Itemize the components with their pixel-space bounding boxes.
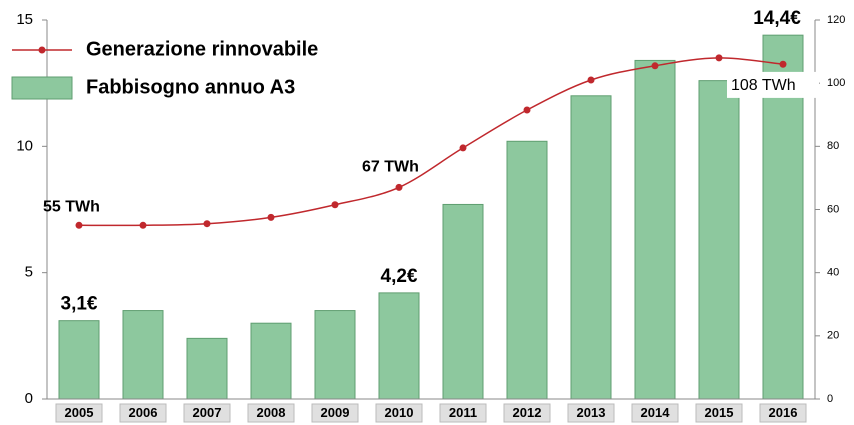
category-box [759, 403, 807, 423]
line-value-label: 108 TWh [731, 77, 796, 94]
x-tick-label: 2007 [193, 405, 222, 420]
category-box [567, 403, 615, 423]
category-box [119, 403, 167, 423]
line [78, 57, 784, 227]
line-point [395, 183, 403, 191]
y-tick-label: 0 [25, 390, 33, 407]
y2-tick-label: 20 [827, 330, 839, 342]
line-point [75, 221, 83, 229]
y2-tick-label: 80 [827, 140, 839, 152]
category-box [631, 403, 679, 423]
bar [250, 322, 292, 400]
x-tick-label: 2015 [705, 405, 734, 420]
category-box [311, 403, 359, 423]
x-tick-label: 2016 [769, 405, 798, 420]
line-point [651, 62, 659, 70]
bar-value-label: 4,2€ [381, 266, 418, 287]
bar-value-label: 14,4€ [753, 8, 801, 29]
x-tick-label: 2013 [577, 405, 606, 420]
legend-swatch [11, 76, 73, 100]
x-tick-label: 2014 [641, 405, 671, 420]
line-point [267, 213, 275, 221]
category-box [503, 403, 551, 423]
line-point [139, 221, 147, 229]
y2-tick-label: 0 [827, 393, 833, 405]
bar [122, 310, 164, 400]
y2-tick-label: 100 [827, 77, 845, 89]
bar [58, 320, 100, 400]
line-point [715, 54, 723, 62]
line-value-label: 55 TWh [43, 199, 100, 216]
bar [570, 95, 612, 400]
category-box [55, 403, 103, 423]
category-box [695, 403, 743, 423]
x-tick-label: 2010 [385, 405, 414, 420]
bar [506, 140, 548, 400]
y2-tick-label: 40 [827, 267, 839, 279]
line-point [331, 201, 339, 209]
category-box [439, 403, 487, 423]
x-tick-label: 2012 [513, 405, 542, 420]
bar-value-label: 3,1€ [61, 294, 98, 315]
line-point [779, 60, 787, 68]
x-tick-label: 2009 [321, 405, 350, 420]
category-box [375, 403, 423, 423]
x-tick-label: 2006 [129, 405, 158, 420]
bar [634, 59, 676, 400]
line-point [523, 106, 531, 114]
y-tick-label: 15 [16, 11, 33, 28]
line-point [459, 144, 467, 152]
category-box [247, 403, 295, 423]
bar [314, 310, 356, 400]
line-point [203, 220, 211, 228]
y-tick-label: 5 [25, 264, 33, 281]
line-value-label: 67 TWh [362, 159, 419, 176]
category-box [183, 403, 231, 423]
y2-tick-label: 60 [827, 203, 839, 215]
bar [186, 337, 228, 400]
y-tick-label: 10 [16, 137, 33, 154]
bar [698, 80, 740, 400]
label-box [727, 71, 819, 98]
bar [378, 292, 420, 400]
line-point [587, 76, 595, 84]
bar [442, 203, 484, 400]
legend-label: Generazione rinnovabile [86, 38, 318, 60]
y2-tick-label: 120 [827, 14, 845, 26]
x-tick-label: 2011 [449, 405, 477, 420]
legend-marker [38, 46, 46, 54]
x-tick-label: 2005 [65, 405, 94, 420]
legend-label: Fabbisogno annuo A3 [86, 76, 295, 98]
x-tick-label: 2008 [257, 405, 286, 420]
